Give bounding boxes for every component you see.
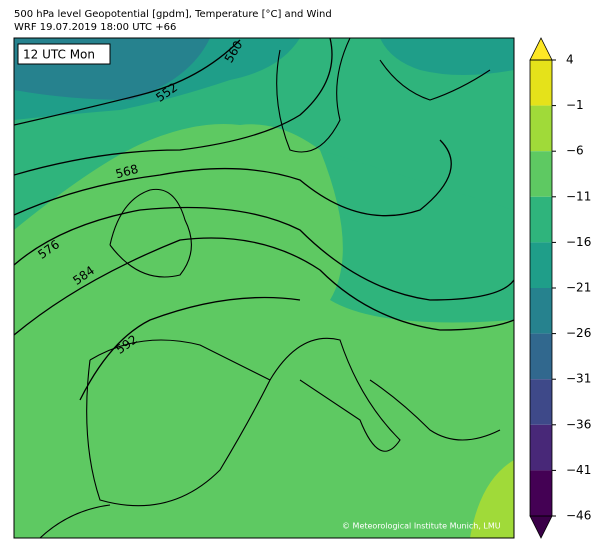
colorbar-band bbox=[530, 379, 552, 425]
colorbar-tick-label: −26 bbox=[566, 326, 591, 340]
colorbar-band bbox=[530, 242, 552, 288]
map-frame bbox=[13, 37, 515, 539]
colorbar-tick-label: −31 bbox=[566, 372, 591, 386]
colorbar-tick-label: 4 bbox=[566, 53, 574, 67]
colorbar-tick-label: −11 bbox=[566, 189, 591, 203]
colorbar: 4 −1 −6 −11 −16 −21 −26 −31 −36 −41 −46 bbox=[529, 37, 591, 539]
time-label-box bbox=[17, 43, 111, 65]
colorbar-tick-label: −21 bbox=[566, 281, 591, 295]
time-label: 12 UTC Mon bbox=[23, 48, 95, 62]
credit: © Meteorological Institute Munich, LMU bbox=[342, 522, 501, 531]
colorbar-extend-top bbox=[529, 37, 553, 61]
colorbar-band bbox=[530, 333, 552, 380]
contour-label: 568 bbox=[114, 162, 140, 181]
colorbar-band bbox=[530, 105, 552, 152]
colorbar-extend-bottom bbox=[529, 515, 553, 539]
colorbar-band bbox=[530, 288, 552, 334]
title-line: 500 hPa level Geopotential [gpdm], Tempe… bbox=[14, 9, 332, 20]
colorbar-tick-label: −16 bbox=[566, 235, 591, 249]
colorbar-band bbox=[530, 470, 552, 516]
colorbar-band bbox=[530, 60, 552, 106]
colorbar-tick-label: −1 bbox=[566, 98, 584, 112]
colorbar-band bbox=[530, 151, 552, 197]
colorbar-tick-label: −6 bbox=[566, 144, 584, 158]
title-line: WRF 19.07.2019 18:00 UTC +66 bbox=[14, 22, 176, 33]
colorbar-tick-label: −36 bbox=[566, 417, 591, 431]
colorbar-band bbox=[530, 424, 552, 471]
colorbar-tick-label: −46 bbox=[566, 509, 591, 523]
map bbox=[14, 38, 514, 538]
colorbar-band bbox=[530, 196, 552, 243]
colorbar-tick-label: −41 bbox=[566, 463, 591, 477]
